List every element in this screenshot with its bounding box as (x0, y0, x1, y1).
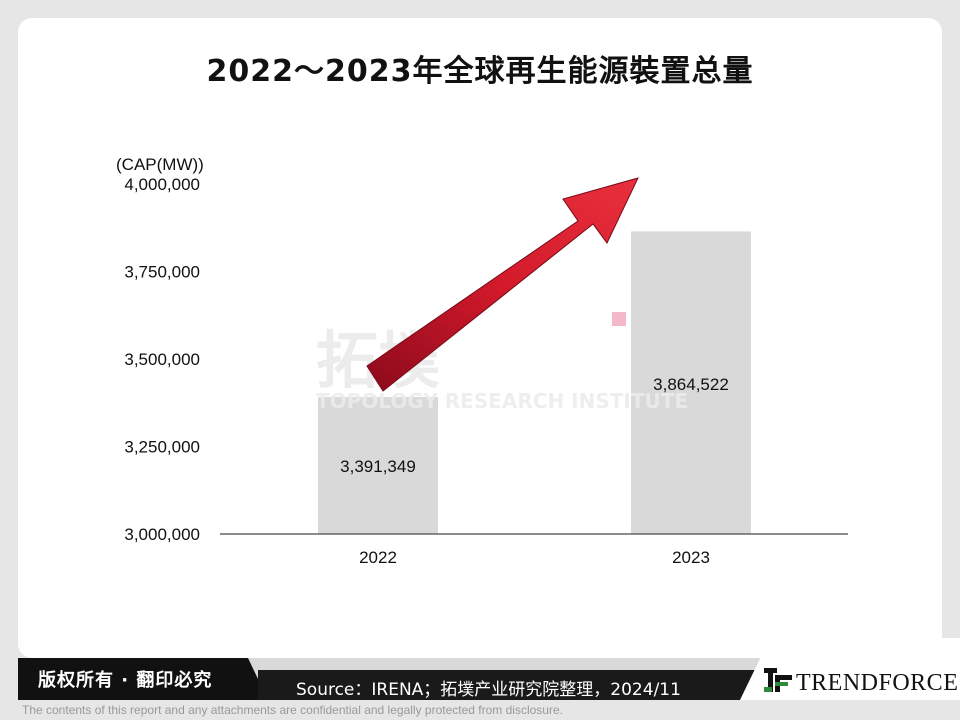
watermark-subtitle: TOPOLOGY RESEARCH INSTITUTE (316, 389, 688, 413)
copyright-text: 版权所有 · 翻印必究 (38, 670, 213, 691)
growth-arrow (366, 177, 639, 392)
x-tick-label: 2023 (672, 548, 710, 567)
y-tick-label: 3,250,000 (124, 438, 200, 457)
source-text: Source：IRENA；拓墣产业研究院整理，2024/11 (296, 680, 681, 700)
y-tick-label: 3,000,000 (124, 525, 200, 544)
y-axis-label: (CAP(MW)) (116, 155, 204, 174)
disclaimer: The contents of this report and any atta… (22, 703, 563, 717)
bar-2022 (318, 397, 438, 534)
y-tick-label: 3,500,000 (124, 350, 200, 369)
bar-2023 (631, 231, 751, 534)
trendforce-logo-text: TRENDFORCE (796, 670, 959, 696)
trendforce-logo-icon (764, 668, 792, 692)
chart-title: 2022～2023年全球再生能源裝置总量 (206, 54, 754, 89)
y-tick-label: 3,750,000 (124, 263, 200, 282)
chart-card (18, 18, 942, 658)
watermark-mark (612, 312, 626, 326)
data-label: 3,391,349 (340, 457, 416, 476)
source-strip (258, 670, 768, 700)
x-tick-label: 2022 (359, 548, 397, 567)
copyright-tab (18, 658, 268, 700)
y-tick-label: 4,000,000 (124, 175, 200, 194)
data-label: 3,864,522 (653, 375, 729, 394)
